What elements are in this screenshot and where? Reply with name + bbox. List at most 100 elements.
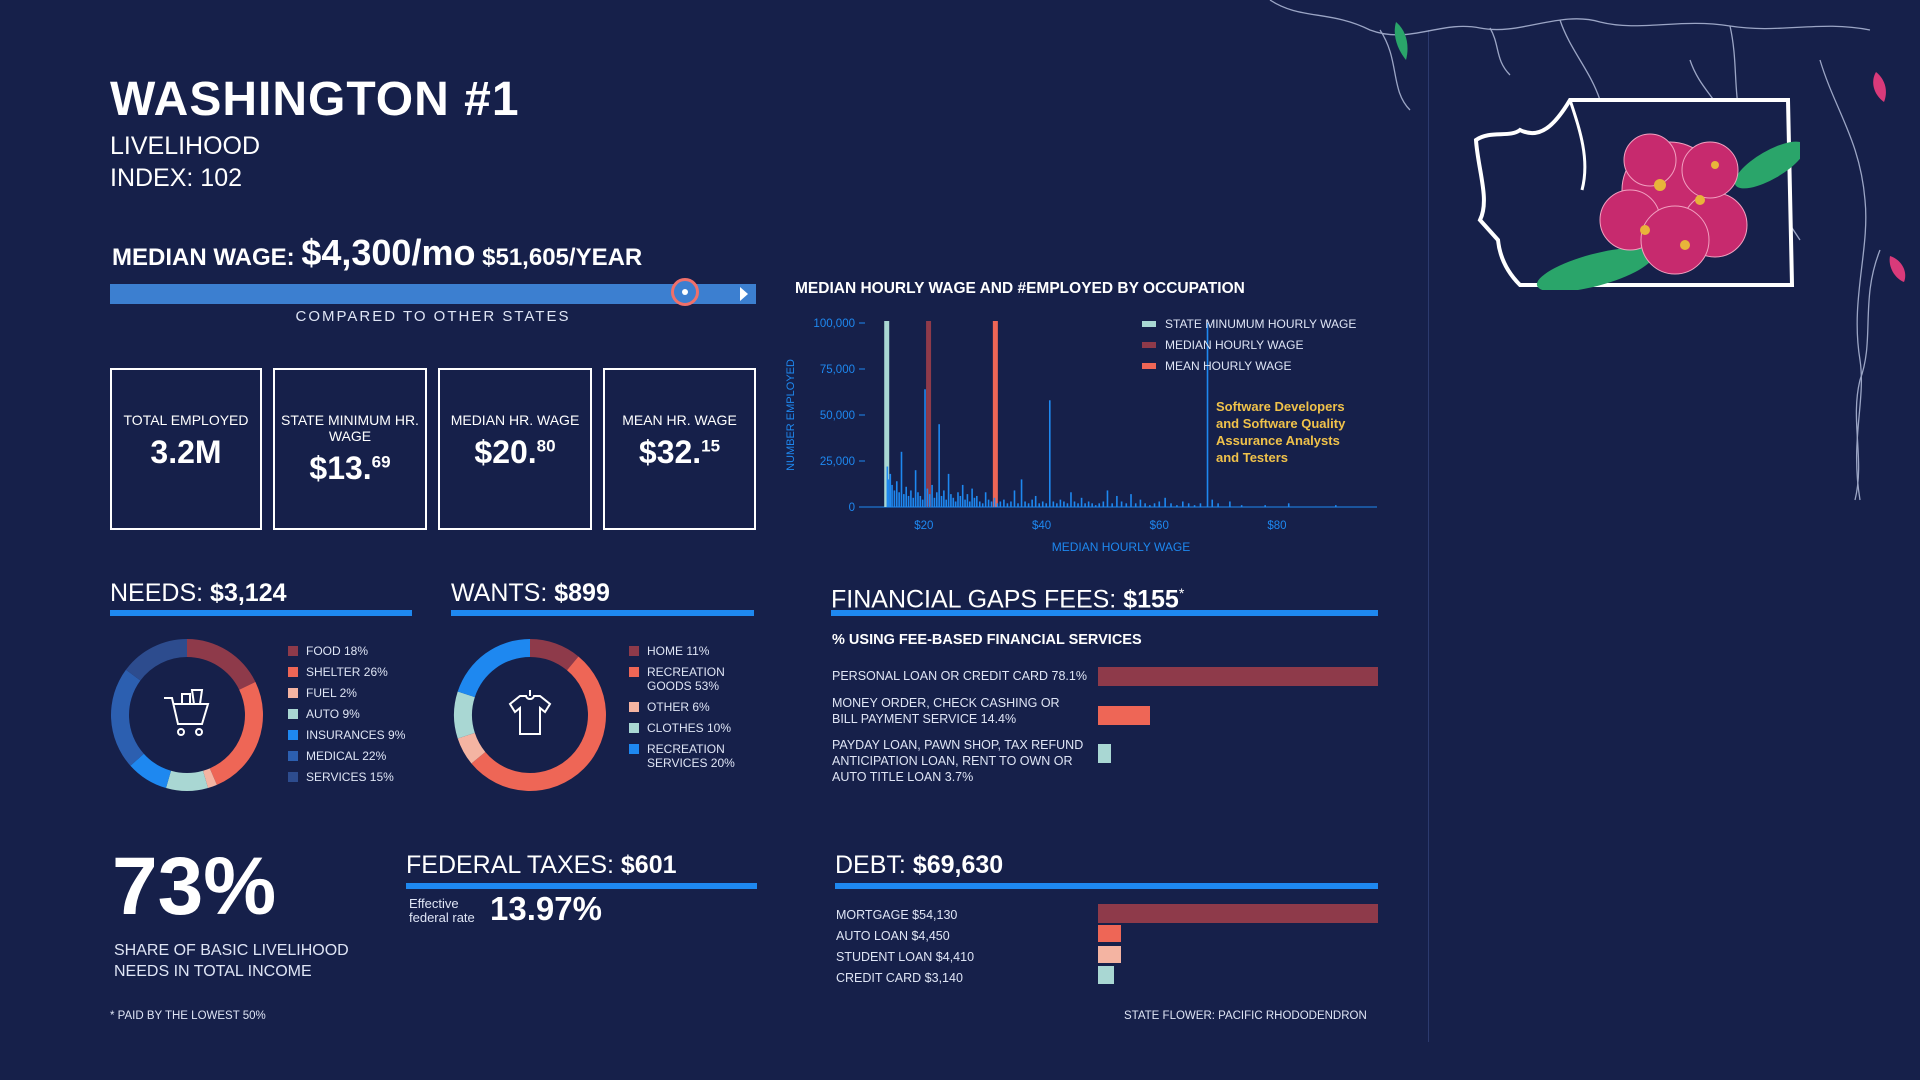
chart-bar	[1066, 503, 1069, 507]
chart-bar	[886, 466, 889, 507]
stat-box-min-wage: STATE MINIMUM HR. WAGE $13.69	[273, 368, 427, 530]
legend-label: HOME 11%	[647, 644, 710, 658]
share-caption: SHARE OF BASIC LIVELIHOOD NEEDS IN TOTAL…	[114, 942, 349, 980]
stat-value: $32.15	[638, 434, 721, 470]
legend-item: CLOTHES 10%	[629, 721, 749, 735]
chart-legend-label: MEAN HOURLY WAGE	[1165, 359, 1291, 373]
chart-bar	[938, 424, 940, 507]
fee-label: PAYDAY LOAN, PAWN SHOP, TAX REFUND ANTIC…	[832, 738, 1084, 784]
shopping-cart-icon	[164, 689, 210, 736]
debt-bar	[1098, 946, 1121, 963]
chart-x-axis-label: MEDIAN HOURLY WAGE	[1052, 540, 1190, 554]
chart-bar	[1187, 503, 1190, 507]
debt-bar	[1098, 925, 1122, 942]
legend-swatch	[629, 744, 639, 754]
stat-box-median-wage: MEDIAN HR. WAGE $20.80	[438, 368, 592, 530]
comparison-scale-bar	[110, 284, 756, 304]
chart-bar	[1211, 499, 1214, 507]
comparison-caption: COMPARED TO OTHER STATES	[295, 308, 571, 325]
chart-bar	[1038, 503, 1040, 507]
chart-bar	[912, 497, 915, 507]
t-shirt-icon	[508, 690, 552, 735]
chart-y-tick-label: 25,000	[820, 456, 855, 468]
chart-x-tick-label: $40	[1032, 520, 1051, 532]
stat-box-mean-wage: MEAN HR. WAGE $32.15	[603, 368, 756, 530]
chart-bar	[1164, 497, 1166, 507]
debt-heading: DEBT: $69,630	[835, 851, 1004, 879]
chart-bar	[898, 492, 900, 507]
legend-label: SERVICES 15%	[306, 770, 394, 784]
chart-legend-label: MEDIAN HOURLY WAGE	[1165, 338, 1303, 352]
comparison-marker	[670, 278, 699, 306]
chart-bar	[971, 488, 973, 507]
debt-bar	[1098, 966, 1115, 984]
legend-item: FUEL 2%	[288, 686, 428, 700]
chart-bar	[987, 499, 990, 507]
median-wage-yearly: $51,605/YEAR	[482, 244, 643, 271]
page-subtitle: LIVELIHOOD INDEX: 102	[110, 130, 260, 194]
debt-label: AUTO LOAN $4,450	[836, 929, 950, 943]
chart-legend-swatch	[1142, 342, 1156, 348]
debt-bar	[1098, 904, 1378, 923]
chart-bar	[928, 494, 931, 507]
chart-y-tick-label: 50,000	[820, 410, 855, 422]
chart-y-tick-label: 100,000	[813, 318, 855, 330]
median-wage-heading: MEDIAN WAGE: $4,300/mo $51,605/YEAR	[112, 232, 642, 274]
chart-bar	[889, 473, 892, 507]
chart-bar	[1013, 490, 1016, 507]
stat-value: $13.69	[309, 450, 391, 486]
chart-bar	[1034, 495, 1037, 507]
financial-gaps-heading: FINANCIAL GAPS FEES: $155*	[831, 585, 1185, 614]
legend-swatch	[629, 723, 639, 733]
debt-rule	[835, 883, 1378, 889]
legend-item: SERVICES 15%	[288, 770, 428, 784]
legend-swatch	[629, 667, 639, 677]
legend-swatch	[288, 646, 298, 656]
decorative-rivers	[1269, 0, 1906, 501]
legend-label: AUTO 9%	[306, 707, 360, 721]
chart-bar	[973, 497, 976, 507]
legend-swatch	[288, 709, 298, 719]
legend-label: FOOD 18%	[306, 644, 369, 658]
chart-bar	[1010, 501, 1012, 507]
stat-label: MEAN HR. WAGE	[622, 412, 737, 428]
legend-swatch	[629, 646, 639, 656]
chart-bar	[954, 501, 957, 507]
chart-bar	[1217, 503, 1219, 507]
chart-bar	[964, 499, 966, 507]
chart-bar	[900, 451, 903, 507]
chart-bar	[1041, 501, 1044, 507]
chart-bar	[1149, 505, 1151, 507]
wants-donut-chart	[454, 639, 606, 791]
stat-label: MEDIAN HR. WAGE	[450, 412, 580, 428]
chart-bar	[931, 484, 933, 507]
chart-bar	[1020, 479, 1023, 507]
legend-swatch	[288, 772, 298, 782]
wants-heading: WANTS: $899	[451, 579, 610, 607]
share-percentage: 73%	[112, 841, 277, 932]
chart-bar	[933, 497, 936, 507]
chart-bar	[957, 492, 959, 507]
debt-label: MORTGAGE $54,130	[836, 908, 958, 922]
chart-bar	[926, 488, 929, 507]
chart-bar	[1229, 501, 1231, 507]
chart-bar	[905, 486, 907, 507]
donut-slice	[130, 753, 171, 789]
chart-bar	[1139, 499, 1142, 507]
debt-label: STUDENT LOAN $4,410	[836, 950, 975, 964]
chart-x-tick-label: $60	[1150, 520, 1169, 532]
chart-bar	[1098, 503, 1101, 507]
chart-bar	[1048, 400, 1051, 507]
chart-bar	[968, 501, 971, 507]
chart-bar	[1056, 503, 1058, 507]
chart-reference-line	[926, 321, 932, 507]
chart-y-axis-label: NUMBER EMPLOYED	[785, 359, 797, 471]
chart-bar	[1084, 503, 1086, 507]
chart-bar	[895, 481, 898, 507]
chart-bar	[966, 494, 969, 507]
chart-reference-line	[992, 321, 998, 507]
donut-slice	[454, 691, 475, 739]
federal-taxes-rule	[406, 883, 757, 889]
chart-bar	[1045, 503, 1048, 507]
chart-y-tick-label: 75,000	[820, 364, 855, 376]
